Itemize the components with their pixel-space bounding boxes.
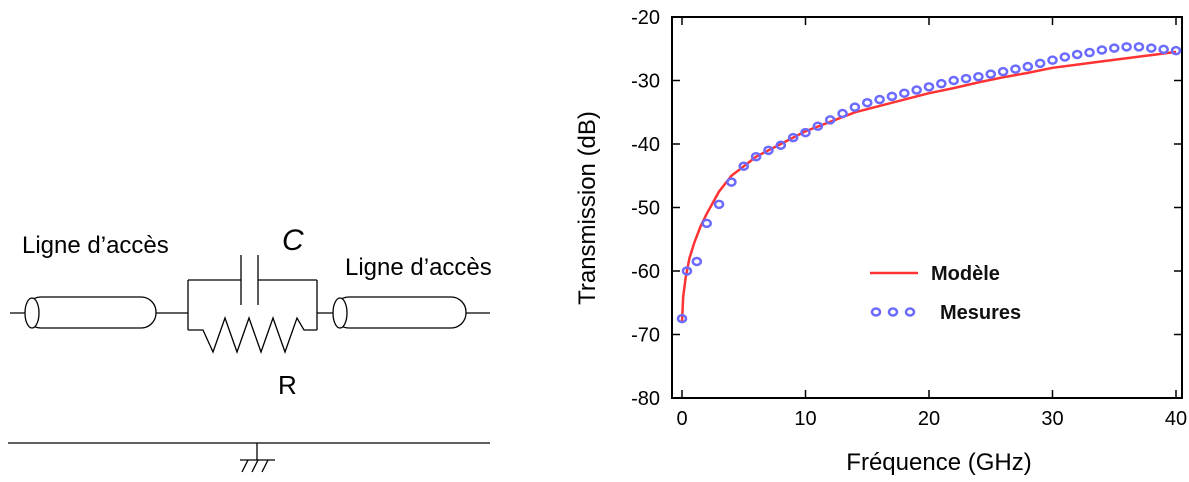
data-point-mesures <box>775 140 787 151</box>
ground-symbol <box>240 443 275 473</box>
right-line-label: Ligne d’accès <box>345 254 492 281</box>
resistor-zigzag <box>188 316 317 354</box>
circuit-diagram <box>8 255 490 473</box>
y-tick-label: -50 <box>631 198 660 220</box>
data-point-mesures <box>1022 61 1034 72</box>
y-tick-label: -60 <box>631 261 660 283</box>
resistor-label: R <box>278 370 297 400</box>
data-point-mesures <box>1059 52 1071 62</box>
data-point-mesures <box>1071 49 1083 60</box>
y-tick-label: -30 <box>631 71 660 93</box>
x-tick-label: 10 <box>794 408 816 430</box>
data-point-mesures <box>1034 58 1046 69</box>
data-point-mesures <box>948 75 959 86</box>
data-point-mesures <box>1047 55 1058 65</box>
data-point-mesures <box>837 108 848 119</box>
data-point-mesures <box>763 145 774 156</box>
data-point-mesures <box>676 313 688 324</box>
series-line-modele <box>680 50 1177 322</box>
series-layer <box>676 42 1182 324</box>
data-point-mesures <box>1133 42 1145 52</box>
data-point-mesures <box>812 121 824 131</box>
data-point-mesures <box>911 85 922 95</box>
data-point-mesures <box>1010 64 1021 74</box>
y-axis-label: Transmission (dB) <box>574 111 601 305</box>
plot-frame <box>671 16 1183 399</box>
data-point-mesures <box>874 94 885 105</box>
data-point-mesures <box>681 266 693 276</box>
x-axis-label: Fréquence (GHz) <box>846 449 1031 476</box>
left-line-label: Ligne d’accès <box>22 232 169 259</box>
data-point-mesures <box>936 78 947 89</box>
data-point-mesures <box>960 73 972 84</box>
y-tick-label: -40 <box>631 134 660 156</box>
right-coax-line <box>333 296 467 329</box>
data-point-mesures <box>923 82 935 92</box>
data-point-mesures <box>1158 44 1169 55</box>
left-coax-line <box>25 296 157 329</box>
y-tick-label: -70 <box>631 325 660 347</box>
data-point-mesures <box>1109 43 1120 53</box>
axis-ticks: 0 10 20 30 40 -20 -30 -40 -50 -60 -70 -80 <box>631 7 1187 430</box>
data-point-mesures <box>973 71 984 82</box>
data-point-mesures <box>1096 45 1108 55</box>
data-point-mesures <box>787 132 799 143</box>
data-point-mesures <box>862 97 873 108</box>
y-tick-label: -80 <box>631 388 660 410</box>
data-point-mesures <box>899 88 910 98</box>
data-point-mesures <box>713 199 725 210</box>
legend-swatch-mesures <box>870 307 916 317</box>
data-point-mesures <box>997 66 1009 77</box>
data-point-mesures <box>800 127 811 138</box>
data-point-mesures <box>1170 45 1182 56</box>
x-tick-label: 40 <box>1165 408 1187 430</box>
data-point-mesures <box>750 151 762 162</box>
capacitor-label: C <box>282 224 304 257</box>
x-tick-label: 20 <box>918 408 940 430</box>
legend: Modèle Mesures <box>870 263 1021 324</box>
transmission-chart: 0 10 20 30 40 -20 -30 -40 -50 -60 -70 -80 Modèle Me… <box>574 7 1187 476</box>
data-point-mesures <box>701 218 712 229</box>
data-point-mesures <box>849 102 861 112</box>
data-point-mesures <box>1121 42 1132 52</box>
data-point-mesures <box>1084 47 1095 58</box>
x-tick-label: 0 <box>676 408 687 430</box>
data-point-mesures <box>824 115 836 125</box>
legend-label-modele: Modèle <box>931 263 1000 285</box>
x-tick-label: 30 <box>1041 408 1063 430</box>
left-coax-end <box>24 297 40 329</box>
data-point-mesures <box>691 256 703 267</box>
legend-label-mesures: Mesures <box>940 302 1021 324</box>
data-point-mesures <box>1146 43 1157 53</box>
y-tick-label: -20 <box>631 7 660 29</box>
data-point-mesures <box>985 69 996 79</box>
right-coax-end <box>332 297 348 329</box>
data-point-mesures <box>738 161 749 171</box>
data-point-mesures <box>726 177 737 187</box>
data-point-mesures <box>886 91 898 102</box>
